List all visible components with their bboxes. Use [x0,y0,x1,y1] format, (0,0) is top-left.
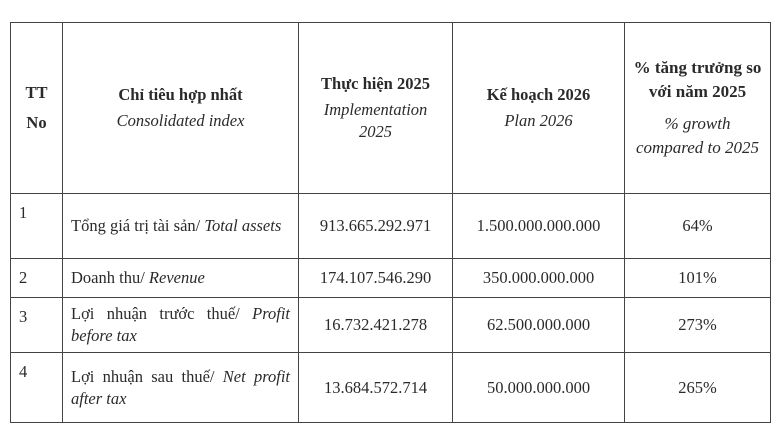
header-no-vi: TT [25,83,48,102]
header-index: Chỉ tiêu hợp nhất Consolidated index [62,22,299,194]
header-no: TT No [10,22,63,194]
row-no: 1 [10,193,63,259]
row-name-en: Profit before tax [71,304,291,345]
table-row: 3 Lợi nhuận trước thuế/ Profit before ta… [10,297,771,353]
header-growth: % tăng trưởng so với năm 2025 % growth co… [624,22,771,194]
row-actual-2025: 174.107.546.290 [298,258,453,298]
header-actual-vi: Thực hiện 2025 [321,74,430,93]
row-name-vi: Doanh thu/ [71,268,145,287]
row-no: 2 [10,258,63,298]
header-growth-en: % growth compared to 2025 [635,114,760,157]
row-plan-2026: 1.500.000.000.000 [452,193,625,259]
row-name: Lợi nhuận sau thuế/ Net profit after tax [62,352,299,423]
row-name-vi: Lợi nhuận trước thuế/ [71,304,240,323]
header-plan-en: Plan 2026 [504,111,573,130]
table-row: 2 Doanh thu/ Revenue 174.107.546.290 350… [10,258,771,298]
table-row: 4 Lợi nhuận sau thuế/ Net profit after t… [10,352,771,423]
row-actual-2025: 913.665.292.971 [298,193,453,259]
row-growth: 273% [624,297,771,353]
row-plan-2026: 50.000.000.000 [452,352,625,423]
row-name-en: Net profit after tax [71,366,291,408]
row-growth: 64% [624,193,771,259]
row-no: 4 [10,352,63,423]
row-growth: 101% [624,258,771,298]
row-no: 3 [10,297,63,353]
row-name-vi: Lợi nhuận sau thuế/ [71,366,215,386]
row-plan-2026: 62.500.000.000 [452,297,625,353]
row-name: Lợi nhuận trước thuế/ Profit before tax [62,297,299,353]
row-actual-2025: 16.732.421.278 [298,297,453,353]
row-name-en: Revenue [148,268,205,287]
header-index-en: Consolidated index [116,111,245,130]
financial-plan-table: TT No Chỉ tiêu hợp nhất Consolidated index… [10,22,771,423]
row-actual-2025: 13.684.572.714 [298,352,453,423]
table-row: 1 Tổng giá trị tài sản/ Total assets 913… [10,193,771,259]
row-plan-2026: 350.000.000.000 [452,258,625,298]
row-name: Tổng giá trị tài sản/ Total assets [62,193,299,259]
header-index-vi: Chỉ tiêu hợp nhất [118,85,243,104]
row-growth: 265% [624,352,771,423]
row-name: Doanh thu/ Revenue [62,258,299,298]
header-growth-vi: % tăng trưởng so với năm 2025 [633,58,762,101]
header-row: TT No Chỉ tiêu hợp nhất Consolidated index… [10,22,771,194]
header-plan-vi: Kế hoạch 2026 [486,85,591,104]
header-plan-2026: Kế hoạch 2026 Plan 2026 [452,22,625,194]
header-actual-en: Implementation 2025 [323,100,428,141]
row-name-vi: Tổng giá trị tài sản/ [71,216,201,235]
header-actual-2025: Thực hiện 2025 Implementation 2025 [298,22,453,194]
row-name-en: Total assets [204,216,282,235]
header-no-en: No [26,113,47,132]
